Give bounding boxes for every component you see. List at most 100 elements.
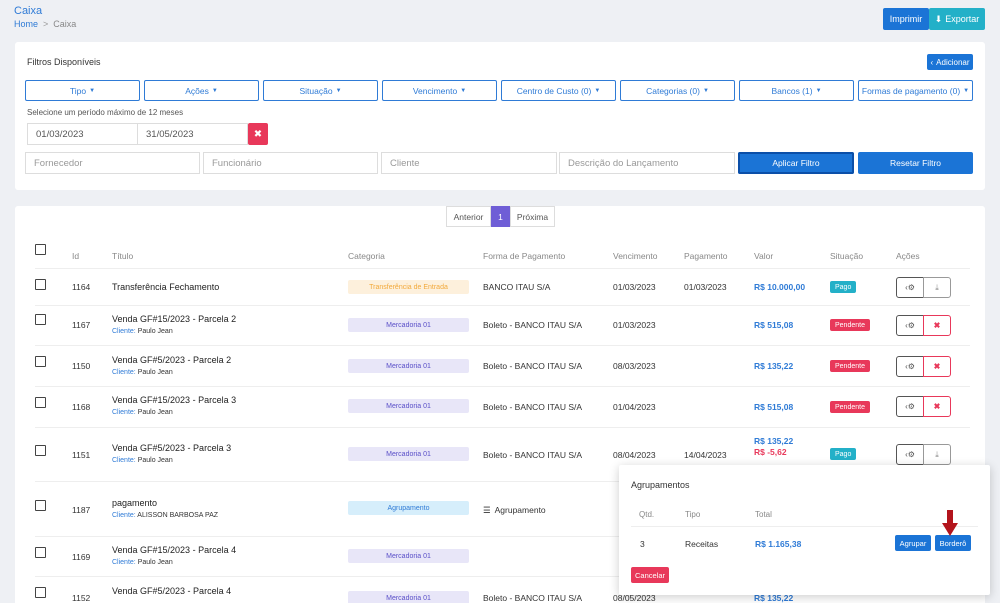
row-payment-method: Boleto - BANCO ITAU S/A: [483, 361, 583, 371]
download-icon: ⬇: [934, 13, 943, 24]
row-checkbox[interactable]: [35, 279, 46, 290]
row-id: 1169: [72, 552, 91, 562]
row-payment-method: Boleto - BANCO ITAU S/A: [483, 450, 583, 460]
caret-down-icon: ▼: [815, 87, 822, 94]
dropdown-label: Vencimento: [412, 85, 458, 96]
group-button[interactable]: Agrupar: [895, 535, 931, 551]
add-filter-button[interactable]: ‹ Adicionar: [927, 54, 973, 70]
date-end-input[interactable]: 31/05/2023: [137, 123, 248, 145]
dropdown-bancos[interactable]: Bancos (1) ▼: [739, 80, 854, 101]
apply-filter-button[interactable]: Aplicar Filtro: [738, 152, 854, 174]
caret-down-icon: ▼: [460, 87, 467, 94]
caret-down-icon: ▼: [702, 87, 709, 94]
row-checkbox[interactable]: [35, 587, 46, 598]
reset-filter-button[interactable]: Resetar Filtro: [858, 152, 973, 174]
category-badge: Mercadoria 01: [348, 447, 469, 461]
pager-prev[interactable]: Anterior: [446, 206, 491, 227]
cancel-button[interactable]: Cancelar: [631, 567, 669, 583]
settings-button[interactable]: ‹⚙: [896, 315, 924, 336]
row-title[interactable]: pagamento: [112, 498, 158, 508]
dropdown-tipo[interactable]: Tipo ▼: [25, 80, 140, 101]
client-name: Paulo Jean: [137, 409, 173, 416]
settings-button[interactable]: ‹⚙: [896, 396, 924, 417]
client-label: Cliente:: [112, 409, 136, 416]
dropdown-acoes[interactable]: Ações ▼: [144, 80, 259, 101]
list-icon: ☰: [483, 505, 491, 515]
dropdown-categorias[interactable]: Categorias (0) ▼: [620, 80, 735, 101]
row-id: 1150: [72, 361, 91, 371]
pagination: Anterior 1 Próxima: [446, 206, 555, 227]
category-badge: Mercadoria 01: [348, 359, 469, 373]
row-title[interactable]: Venda GF#5/2023 - Parcela 2: [112, 355, 232, 365]
row-title[interactable]: Venda GF#5/2023 - Parcela 4: [112, 586, 232, 596]
dropdown-formas-pagamento[interactable]: Formas de pagamento (0) ▼: [858, 80, 973, 101]
popup-col-qtd: Qtd.: [639, 510, 655, 519]
row-checkbox[interactable]: [35, 314, 46, 325]
row-due-date: 01/03/2023: [613, 320, 656, 330]
funcionario-input[interactable]: Funcionário: [203, 152, 378, 174]
dropdown-situacao[interactable]: Situação ▼: [263, 80, 378, 101]
row-title[interactable]: Venda GF#5/2023 - Parcela 3: [112, 443, 232, 453]
row-due-date: 08/04/2023: [613, 450, 656, 460]
dropdown-vencimento[interactable]: Vencimento ▼: [382, 80, 497, 101]
client-name: ALISSON BARBOSA PAZ: [137, 512, 219, 519]
row-value: R$ 135,22: [754, 361, 794, 371]
row-checkbox[interactable]: [35, 356, 46, 367]
export-button[interactable]: ⬇ Exportar: [929, 8, 985, 30]
row-title[interactable]: Transferência Fechamento: [112, 282, 220, 292]
print-button[interactable]: Imprimir: [883, 8, 929, 30]
col-categoria: Categoria: [348, 251, 385, 261]
client-label: Cliente:: [112, 559, 136, 566]
filters-title: Filtros Disponíveis: [27, 57, 101, 67]
settings-button[interactable]: ‹⚙: [896, 277, 924, 298]
row-checkbox[interactable]: [35, 547, 46, 558]
row-title[interactable]: Venda GF#15/2023 - Parcela 3: [112, 395, 237, 405]
col-pagamento: Pagamento: [684, 251, 728, 261]
row-title[interactable]: Venda GF#15/2023 - Parcela 2: [112, 314, 237, 324]
close-icon: ✖: [933, 321, 941, 330]
category-badge: Mercadoria 01: [348, 399, 469, 413]
dropdown-label: Ações: [185, 85, 209, 96]
download-icon: ⤓: [935, 449, 939, 459]
popup-title: Agrupamentos: [631, 480, 690, 490]
popup-total-value: R$ 1.165,38: [755, 539, 802, 549]
settings-button[interactable]: ‹⚙: [896, 444, 924, 465]
row-due-date: 01/03/2023: [613, 282, 656, 292]
pager-page-1[interactable]: 1: [491, 206, 510, 227]
download-icon: ⤓: [935, 282, 939, 292]
row-divider: [35, 305, 970, 306]
delete-button[interactable]: ✖: [923, 396, 951, 417]
clear-dates-button[interactable]: ✖: [248, 123, 268, 145]
row-divider: [35, 268, 970, 269]
row-client: Cliente: Paulo Jean: [112, 328, 173, 335]
row-id: 1187: [72, 505, 91, 515]
row-checkbox[interactable]: [35, 397, 46, 408]
filters-panel: Filtros Disponíveis ‹ Adicionar Tipo ▼ Açõ…: [15, 42, 985, 190]
bordero-button[interactable]: Borderô: [935, 535, 971, 551]
delete-button[interactable]: ✖: [923, 315, 951, 336]
col-id: Id: [72, 251, 80, 261]
pager-next[interactable]: Próxima: [510, 206, 555, 227]
select-all-checkbox[interactable]: [35, 244, 46, 255]
status-badge: Pendente: [830, 360, 870, 372]
gear-icon: ‹⚙: [905, 362, 915, 371]
cliente-input[interactable]: Cliente: [381, 152, 557, 174]
breadcrumb-home[interactable]: Home: [14, 19, 39, 29]
delete-button[interactable]: ✖: [923, 356, 951, 377]
descricao-input[interactable]: Descrição do Lançamento: [559, 152, 735, 174]
row-title[interactable]: Venda GF#15/2023 - Parcela 4: [112, 545, 237, 555]
row-checkbox[interactable]: [35, 500, 46, 511]
row-id: 1152: [72, 593, 91, 603]
row-divider: [35, 386, 970, 387]
date-start-input[interactable]: 01/03/2023: [27, 123, 138, 145]
dropdown-centro-custo[interactable]: Centro de Custo (0) ▼: [501, 80, 616, 101]
download-button[interactable]: ⤓: [923, 444, 951, 465]
fornecedor-input[interactable]: Fornecedor: [25, 152, 200, 174]
settings-button[interactable]: ‹⚙: [896, 356, 924, 377]
row-value-discount: R$ -5,62: [754, 447, 787, 457]
entries-table: Anterior 1 Próxima Id Título Categoria F…: [15, 206, 985, 603]
page-header: Caixa Home > Caixa Imprimir ⬇ Exportar: [0, 0, 1000, 40]
row-checkbox[interactable]: [35, 445, 46, 456]
row-divider: [35, 345, 970, 346]
download-button[interactable]: ⤓: [923, 277, 951, 298]
